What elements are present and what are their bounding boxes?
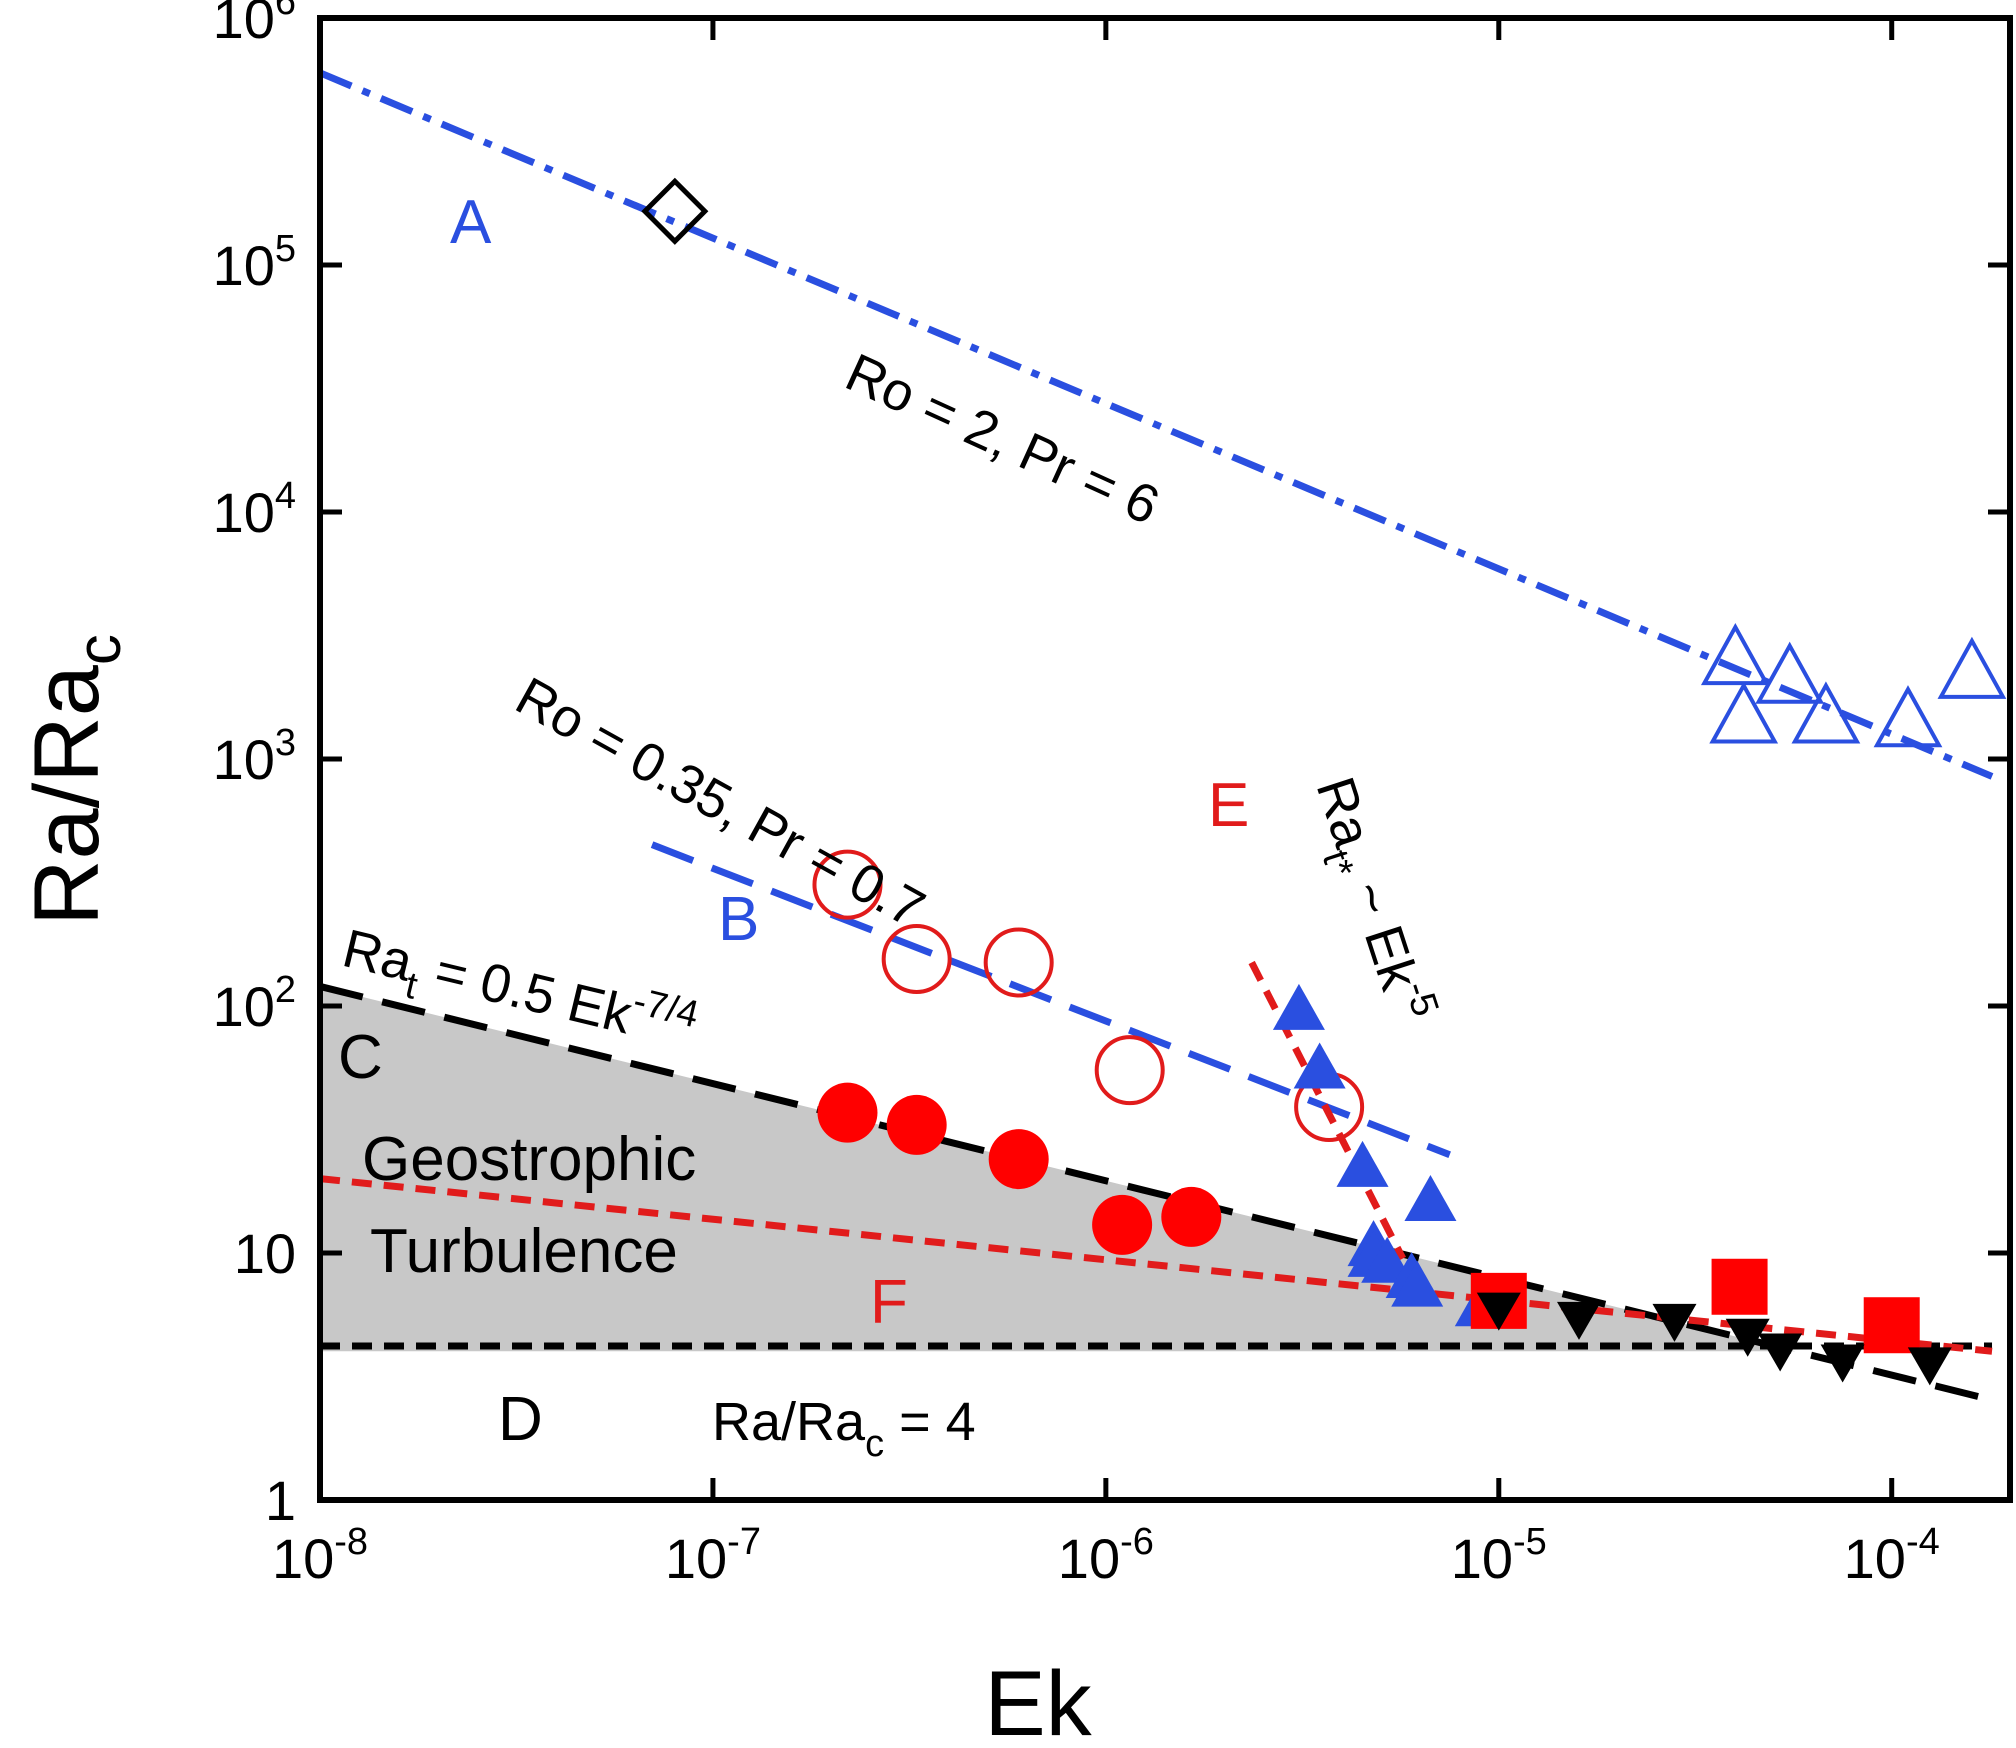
data-point-square-filled-2	[1863, 1297, 1920, 1354]
line-label-d: D	[498, 1385, 543, 1454]
data-point-triangle-up-open-5	[1937, 636, 2007, 699]
data-point-triangle-down-filled-4	[1758, 1333, 1803, 1372]
line-label-b: B	[718, 885, 759, 954]
data-point-circle-filled-4	[1161, 1186, 1222, 1247]
y-axis-title: Ra/Rac	[16, 634, 134, 926]
data-point-triangle-down-filled-2	[1652, 1303, 1697, 1342]
data-point-triangle-down-filled-5	[1820, 1344, 1865, 1383]
ticks-layer: 10-8 10-7 10-6 10-5 10-4 1 10 102 103 104 105 106	[213, 0, 2010, 1590]
y-tick-label-0: 1	[265, 1469, 296, 1532]
line-a	[318, 69, 1994, 780]
markers-layer	[641, 177, 2007, 1386]
data-point-triangle-up-filled-6	[1361, 1236, 1414, 1283]
data-point-triangle-up-filled-0	[1272, 983, 1325, 1030]
y-tick-label-1: 10	[234, 1222, 296, 1285]
line-f	[319, 1175, 1993, 1355]
data-point-square-filled-1	[1711, 1258, 1768, 1315]
x-tick-label-3: 10-5	[1451, 1521, 1547, 1590]
data-point-triangle-up-open-4	[1873, 685, 1943, 748]
data-point-triangle-up-filled-3	[1404, 1174, 1457, 1221]
data-point-triangle-up-open-0	[1700, 622, 1770, 686]
y-tick-label-3: 103	[213, 722, 296, 791]
line-label-e: E	[1208, 771, 1249, 840]
data-point-circle-filled-2	[988, 1129, 1049, 1190]
region-layer	[320, 986, 1796, 1352]
x-tick-label-0: 10-8	[272, 1521, 368, 1590]
data-point-diamond-open-0	[641, 177, 709, 245]
data-point-circle-filled-0	[817, 1082, 878, 1143]
line-a-equation: Ro = 2, Pr = 6	[837, 342, 1168, 536]
line-c	[319, 983, 1984, 1401]
data-point-triangle-up-open-2	[1709, 681, 1779, 744]
x-tick-label-1: 10-7	[665, 1521, 761, 1590]
geostrophic-turbulence-region	[320, 986, 1796, 1352]
line-d-equation: Ra/Rac = 4	[712, 1392, 976, 1465]
data-point-triangle-up-filled-8	[1391, 1260, 1444, 1307]
data-point-triangle-up-open-1	[1755, 641, 1825, 704]
data-point-triangle-down-filled-3	[1725, 1318, 1770, 1357]
data-point-triangle-down-filled-6	[1907, 1347, 1952, 1386]
line-e	[1248, 960, 1406, 1261]
data-point-circle-filled-1	[886, 1094, 947, 1155]
data-point-triangle-down-filled-0	[1476, 1292, 1521, 1331]
x-tick-label-4: 10-4	[1844, 1521, 1940, 1590]
region-label-line2: Turbulence	[370, 1217, 678, 1286]
data-point-triangle-up-filled-2	[1336, 1140, 1389, 1187]
y-tick-label-5: 105	[213, 228, 296, 297]
line-label-c: C	[338, 1023, 383, 1092]
y-tick-label-2: 102	[213, 969, 296, 1038]
x-tick-label-2: 10-6	[1058, 1521, 1154, 1590]
data-point-triangle-down-filled-1	[1556, 1301, 1601, 1340]
data-point-circle-open-0	[812, 849, 883, 920]
x-axis-title: Ek	[984, 1653, 1092, 1748]
data-point-triangle-up-open-3	[1791, 681, 1861, 744]
data-point-circle-filled-3	[1092, 1194, 1153, 1255]
data-point-circle-open-3	[1094, 1035, 1165, 1106]
lines-layer	[318, 69, 1994, 1401]
region-label-line1: Geostrophic	[362, 1125, 696, 1194]
data-point-circle-open-2	[983, 927, 1054, 998]
data-point-circle-open-1	[881, 923, 952, 994]
y-tick-label-6: 106	[213, 0, 296, 50]
line-e-equation: Rat* ~ Ek-5	[1292, 768, 1446, 1033]
y-tick-label-4: 104	[213, 475, 296, 544]
data-point-triangle-up-filled-1	[1293, 1042, 1346, 1089]
line-label-f: F	[870, 1268, 908, 1337]
line-b	[650, 841, 1451, 1158]
line-label-a: A	[450, 188, 492, 257]
